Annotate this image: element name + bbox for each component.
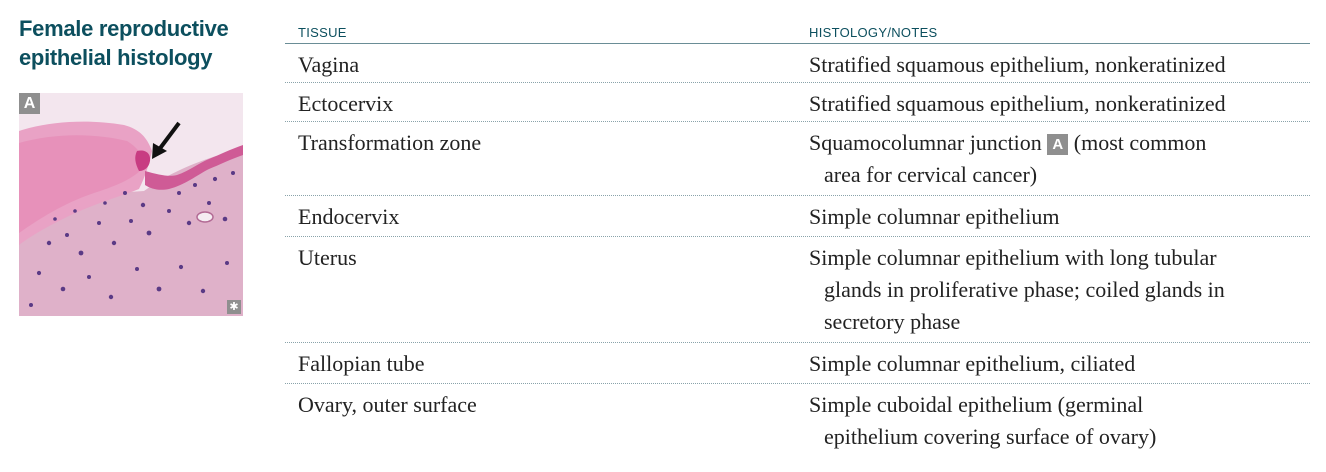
notes-cell: Stratified squamous epithelium, nonkerat… [809,88,1304,120]
histology-table: TISSUE HISTOLOGY/NOTES Vagina Stratified… [285,15,1310,458]
image-credit-icon: ✱ [227,300,241,314]
notes-line: Simple columnar epithelium, ciliated [809,351,1136,376]
notes-line: Simple cuboidal epithelium (germinal [809,392,1144,417]
tissue-cell: Fallopian tube [298,351,425,376]
table-row: Transformation zone Squamocolumnar junct… [285,122,1310,196]
notes-line: area for cervical cancer) [824,162,1038,187]
figure-ref-badge: A [1047,134,1069,155]
table-row: Fallopian tube Simple columnar epitheliu… [285,343,1310,384]
tissue-cell: Endocervix [298,204,400,229]
micrograph-image [19,93,243,316]
notes-line: glands in proliferative phase; coiled gl… [824,277,1225,302]
table-row: Ovary, outer surface Simple cuboidal epi… [285,384,1310,458]
section-title: Female reproductive epithelial histology [19,16,229,70]
notes-line: epithelium covering surface of ovary) [824,424,1157,449]
notes-line: Squamocolumnar junction A (most common [809,127,1304,159]
notes-cell: Simple cuboidal epithelium (germinal epi… [809,389,1304,453]
table-header: TISSUE HISTOLOGY/NOTES [285,15,1310,44]
notes-cell: Simple columnar epithelium [809,201,1304,233]
notes-text: (most common [1073,130,1207,155]
notes-cell: Simple columnar epithelium, ciliated [809,348,1304,380]
figure-label-badge: A [19,93,40,114]
notes-line: Simple columnar epithelium with long tub… [809,245,1217,270]
notes-line: secretory phase [824,309,961,334]
histology-micrograph: A ✱ [19,93,243,316]
notes-cell: Stratified squamous epithelium, nonkerat… [809,49,1304,81]
notes-cell: Simple columnar epithelium with long tub… [809,242,1304,338]
notes-line: Stratified squamous epithelium, nonkerat… [809,52,1226,77]
notes-text: Squamocolumnar junction [809,130,1042,155]
arrow-pointer-icon [152,121,181,159]
tissue-cell: Ectocervix [298,91,394,116]
notes-line: Stratified squamous epithelium, nonkerat… [809,91,1226,116]
table-row: Endocervix Simple columnar epithelium [285,196,1310,237]
tissue-cell: Vagina [298,52,360,77]
tissue-cell: Transformation zone [298,130,482,155]
tissue-cell: Uterus [298,245,357,270]
table-row: Uterus Simple columnar epithelium with l… [285,237,1310,343]
header-notes: HISTOLOGY/NOTES [809,25,938,40]
table-row: Vagina Stratified squamous epithelium, n… [285,44,1310,83]
header-tissue: TISSUE [298,25,347,40]
tissue-cell: Ovary, outer surface [298,392,477,417]
table-row: Ectocervix Stratified squamous epitheliu… [285,83,1310,122]
notes-line: Simple columnar epithelium [809,204,1060,229]
notes-cell: Squamocolumnar junction A (most common a… [809,127,1304,191]
